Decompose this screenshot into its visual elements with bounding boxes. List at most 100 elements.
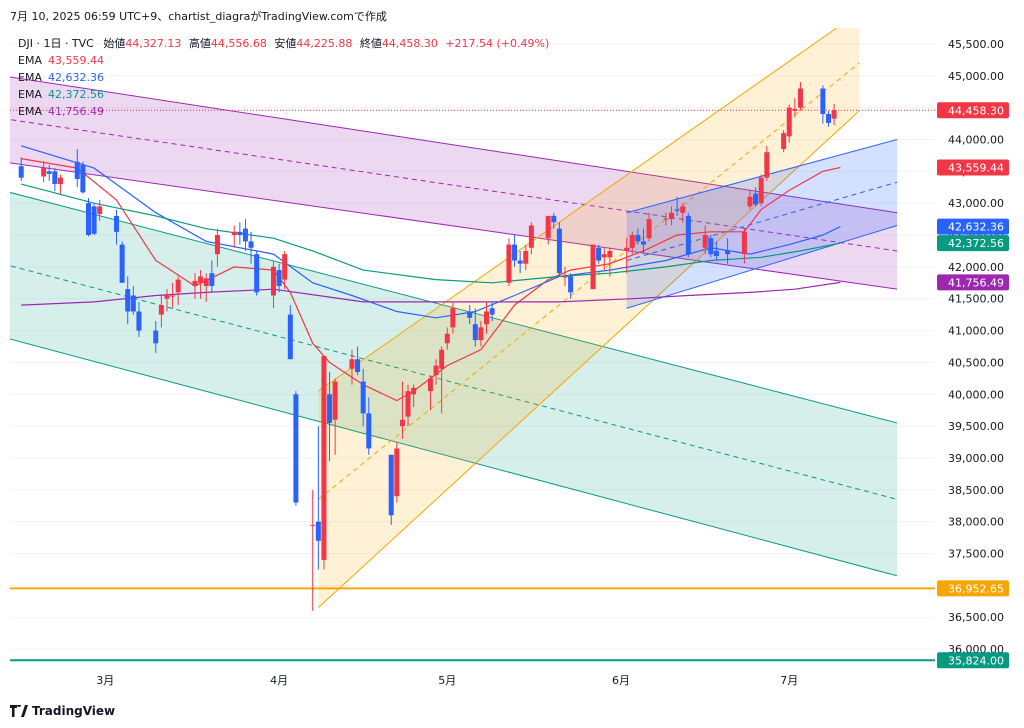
candle bbox=[164, 289, 170, 312]
candle-body bbox=[444, 333, 450, 344]
candle bbox=[831, 104, 837, 126]
price-label: 41,756.49 bbox=[937, 274, 1009, 291]
candle bbox=[158, 295, 164, 328]
candle bbox=[472, 308, 478, 347]
candle-body bbox=[467, 311, 473, 318]
candle-body bbox=[192, 280, 198, 286]
candle bbox=[114, 209, 120, 245]
candle bbox=[562, 266, 568, 286]
candle-body bbox=[41, 168, 47, 177]
candle-body bbox=[315, 521, 321, 541]
candle-body bbox=[332, 381, 338, 420]
channel-lower-line bbox=[626, 224, 898, 309]
candle bbox=[399, 381, 405, 439]
legend-ema-label: EMA bbox=[18, 105, 42, 118]
y-tick-label: 42,000.00 bbox=[948, 261, 1004, 274]
candle bbox=[713, 241, 719, 261]
candle bbox=[46, 164, 52, 181]
y-tick-label: 39,000.00 bbox=[948, 452, 1004, 465]
candle-body bbox=[170, 295, 176, 297]
candle-body bbox=[562, 276, 568, 278]
channel-mid-line bbox=[10, 119, 898, 252]
candle-body bbox=[327, 394, 333, 423]
tradingview-brand: TradingView bbox=[32, 704, 116, 718]
candle-body bbox=[411, 387, 417, 395]
candle bbox=[725, 238, 731, 264]
candle bbox=[18, 157, 24, 181]
price-axis[interactable]: 36,000.0036,500.0037,000.0037,500.0038,0… bbox=[948, 38, 1004, 656]
candle bbox=[327, 371, 333, 462]
candle-body bbox=[484, 311, 490, 325]
candle bbox=[80, 161, 86, 194]
candle-body bbox=[506, 244, 512, 283]
candle-body bbox=[198, 276, 204, 283]
candle-body bbox=[669, 212, 675, 220]
candle-body bbox=[646, 219, 652, 239]
candle-body bbox=[601, 254, 607, 258]
candle bbox=[119, 241, 125, 283]
candle bbox=[170, 282, 176, 309]
candle-body bbox=[439, 349, 445, 369]
candle bbox=[97, 199, 103, 222]
legend-ema-row[interactable]: EMA 42,632.36 bbox=[18, 69, 549, 86]
price-labels: 44,458.30 43,559.44 42,632.36 42,372.56 41,7… bbox=[937, 102, 1009, 669]
candle-body bbox=[119, 244, 125, 283]
candle bbox=[478, 321, 484, 347]
candle-body bbox=[713, 250, 719, 257]
channel-mid-line bbox=[318, 62, 860, 500]
price-label: 35,824.00 bbox=[937, 652, 1009, 669]
y-tick-label: 44,000.00 bbox=[948, 133, 1004, 146]
candle-body bbox=[758, 177, 764, 204]
candles bbox=[18, 82, 837, 611]
candle bbox=[517, 250, 523, 274]
tradingview-footer[interactable]: TradingView bbox=[10, 704, 115, 718]
price-label-text: 36,952.65 bbox=[948, 582, 1004, 595]
time-axis[interactable]: 3月 4月 5月 6月 7月 bbox=[96, 674, 798, 687]
legend-ema-row[interactable]: EMA 43,559.44 bbox=[18, 52, 549, 69]
candle-body bbox=[517, 260, 523, 264]
x-tick-label: 4月 bbox=[270, 674, 288, 687]
channel-fill bbox=[318, 28, 860, 608]
y-tick-label: 37,500.00 bbox=[948, 548, 1004, 561]
candle bbox=[506, 238, 512, 286]
legend-ema-row[interactable]: EMA 42,372.56 bbox=[18, 86, 549, 103]
y-tick-label: 39,500.00 bbox=[948, 420, 1004, 433]
candle bbox=[607, 247, 613, 277]
candle-body bbox=[797, 88, 803, 108]
candle bbox=[248, 231, 254, 264]
candle-body bbox=[556, 228, 562, 274]
candle-body bbox=[287, 314, 293, 360]
price-label-text: 44,458.30 bbox=[948, 104, 1004, 117]
candle bbox=[545, 215, 551, 245]
candle-body bbox=[175, 279, 181, 293]
candle bbox=[321, 356, 327, 570]
candle bbox=[130, 285, 136, 315]
candle bbox=[624, 238, 630, 274]
candle bbox=[708, 235, 714, 258]
x-tick-label: 3月 bbox=[96, 674, 114, 687]
candle bbox=[781, 129, 787, 153]
legend-ema-row[interactable]: EMA 41,756.49 bbox=[18, 103, 549, 120]
candle-body bbox=[355, 359, 361, 372]
candle-body bbox=[349, 359, 355, 369]
candle bbox=[674, 196, 680, 216]
candle bbox=[629, 231, 635, 255]
candle-body bbox=[276, 270, 282, 286]
candle bbox=[523, 244, 529, 271]
legend-symbol[interactable]: DJI · 1日 · TVC bbox=[18, 37, 94, 50]
candle bbox=[590, 244, 596, 290]
legend-ema-label: EMA bbox=[18, 88, 42, 101]
price-label-text: 42,372.56 bbox=[948, 237, 1004, 250]
legend-ema-label: EMA bbox=[18, 71, 42, 84]
candle-body bbox=[164, 295, 170, 299]
candle-body bbox=[786, 107, 792, 137]
channel-fill bbox=[10, 192, 898, 576]
candle bbox=[74, 149, 80, 188]
candle bbox=[254, 250, 260, 296]
candle bbox=[203, 273, 209, 302]
candle-body bbox=[825, 113, 831, 123]
candle bbox=[825, 110, 831, 127]
channel-fill bbox=[626, 139, 898, 309]
candle bbox=[433, 359, 439, 385]
